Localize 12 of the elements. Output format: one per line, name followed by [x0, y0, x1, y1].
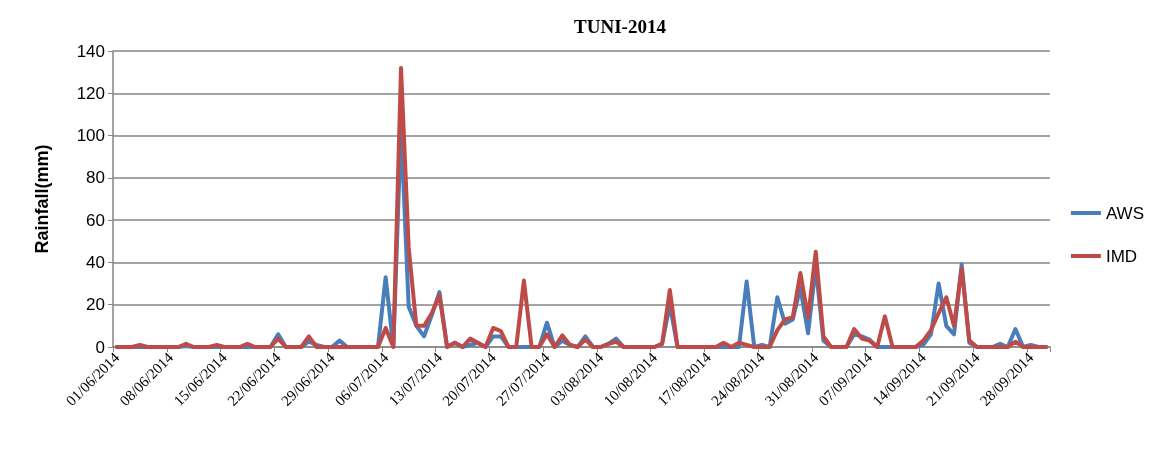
y-tick-label: 80: [86, 168, 105, 188]
y-tick-label: 0: [95, 337, 105, 357]
y-tick-label: 40: [86, 252, 105, 272]
legend-label: AWS: [1105, 203, 1144, 223]
y-tick-label: 100: [76, 126, 105, 146]
y-tick-label: 140: [76, 41, 105, 61]
legend-label: IMD: [1105, 246, 1138, 266]
y-tick-label: 120: [76, 83, 105, 103]
y-tick-label: 20: [86, 295, 105, 315]
y-axis-title: Rainfall(mm): [32, 144, 52, 254]
y-tick-label: 60: [86, 210, 105, 230]
chart-title: TUNI-2014: [574, 16, 667, 37]
